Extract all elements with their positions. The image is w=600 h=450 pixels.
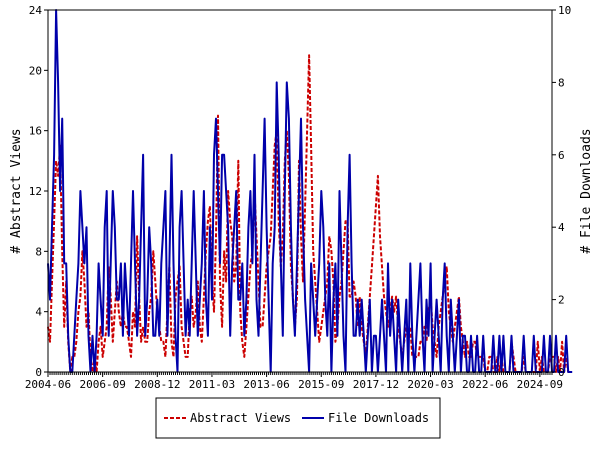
y-right-tick-label: 6 [558,149,565,162]
y-right-tick-label: 10 [558,4,571,17]
y-right-tick-label: 0 [558,366,565,379]
y-left-tick-label: 20 [29,64,42,77]
series-line-file-downloads [47,9,573,373]
y-left-tick-label: 12 [29,185,42,198]
plot-frame [47,9,553,373]
x-tick-label: 2020-03 [407,378,453,391]
legend-label-file-downloads: File Downloads [328,411,429,425]
y-left-tick-label: 24 [29,4,43,17]
y-left-axis-title: # Abstract Views [9,128,24,253]
x-tick-label: 2006-09 [79,378,125,391]
plot-lines [47,9,573,373]
x-tick-label: 2017-12 [353,378,399,391]
y-right-tick-label: 8 [558,76,565,89]
y-right-tick-label: 4 [558,221,565,234]
y-right-tick-label: 2 [558,294,565,307]
y-left-axis: 0 4 8 12 16 20 24 [29,4,48,379]
y-left-tick-label: 8 [35,245,42,258]
x-tick-label: 2008-12 [134,378,180,391]
x-tick-label: 2013-06 [243,378,289,391]
legend-label-abstract-views: Abstract Views [190,411,291,425]
x-tick-label: 2024-09 [517,378,563,391]
y-left-tick-label: 16 [29,125,42,138]
y-right-axis: 0 2 4 6 8 10 [552,4,571,379]
y-left-tick-label: 4 [35,306,42,319]
y-right-axis-title: # File Downloads [579,128,594,253]
series-line-abstract-views [47,54,571,373]
legend: Abstract Views File Downloads [155,397,441,439]
x-tick-label: 2015-09 [298,378,344,391]
x-axis: 2004-06 2006-09 2008-12 2011-03 2013-06 2015-… [25,372,563,391]
x-tick-label: 2011-03 [189,378,235,391]
y-left-tick-label: 0 [35,366,42,379]
x-tick-label: 2004-06 [25,378,71,391]
x-tick-label: 2022-06 [462,378,508,391]
legend-box [155,397,441,439]
